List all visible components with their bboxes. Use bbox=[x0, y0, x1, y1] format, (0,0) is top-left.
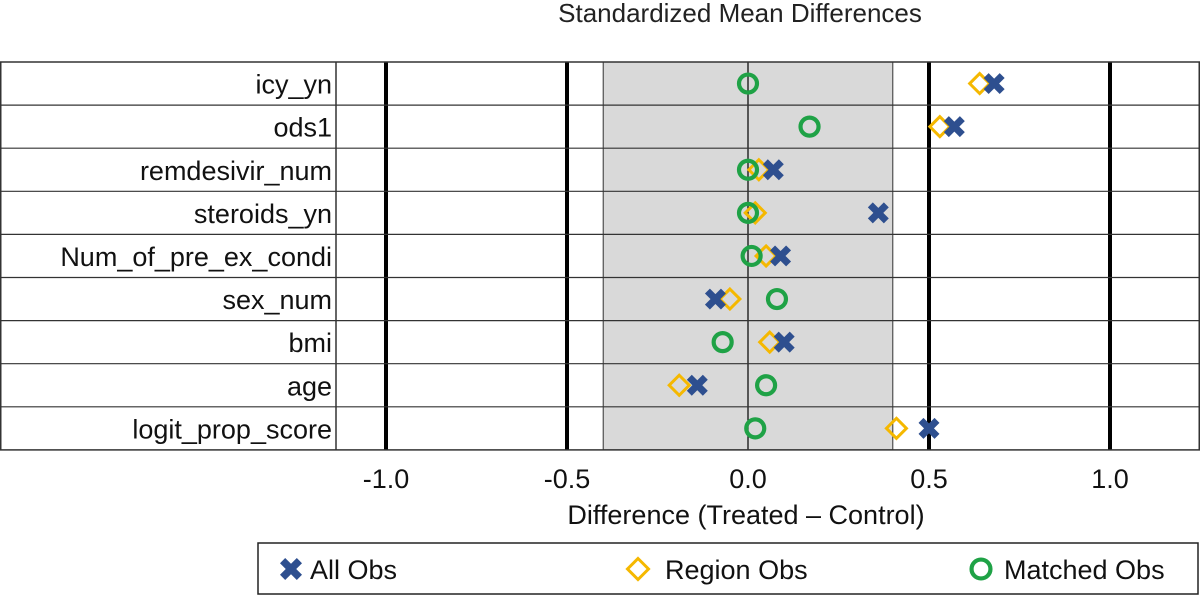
row-label-steroids_yn: steroids_yn bbox=[194, 199, 332, 229]
x-tick-label: 0.5 bbox=[910, 464, 948, 494]
point-region-obs-logit_prop_score bbox=[884, 416, 909, 441]
marker-stroke bbox=[773, 331, 795, 353]
point-matched-obs-steroids_yn bbox=[736, 201, 760, 224]
point-all-obs-steroids_yn bbox=[867, 202, 889, 224]
point-all-obs-icy_yn bbox=[983, 73, 1005, 95]
table-frame bbox=[0, 61, 1200, 451]
point-all-obs-Num_of_pre_ex_condi bbox=[770, 245, 792, 267]
marker-stroke bbox=[762, 159, 784, 181]
chart-title: Standardized Mean Differences bbox=[558, 0, 922, 28]
point-all-obs-logit_prop_score bbox=[918, 417, 940, 439]
legend-label-matched-obs: Matched Obs bbox=[1004, 555, 1165, 585]
row-label-Num_of_pre_ex_condi: Num_of_pre_ex_condi bbox=[60, 242, 332, 272]
marker-stroke bbox=[983, 73, 1005, 95]
point-all-obs-age bbox=[686, 374, 708, 396]
point-matched-obs-Num_of_pre_ex_condi bbox=[740, 244, 763, 268]
point-matched-obs-age bbox=[754, 374, 778, 397]
row-label-ods1: ods1 bbox=[273, 113, 332, 143]
point-all-obs-ods1 bbox=[943, 116, 965, 138]
marker-stroke bbox=[704, 288, 726, 310]
marker-stroke bbox=[686, 374, 708, 396]
x-tick-label: -0.5 bbox=[544, 464, 591, 494]
row-label-remdesivir_num: remdesivir_num bbox=[140, 156, 332, 186]
point-matched-obs-logit_prop_score bbox=[744, 417, 767, 440]
x-axis-label: Difference (Treated – Control) bbox=[567, 500, 924, 530]
point-all-obs-sex_num bbox=[704, 288, 726, 310]
row-label-age: age bbox=[287, 371, 332, 401]
point-matched-obs-icy_yn bbox=[736, 72, 760, 95]
point-region-obs-steroids_yn bbox=[743, 200, 768, 225]
marker-stroke bbox=[280, 558, 302, 580]
marker-stroke bbox=[867, 202, 889, 224]
marker-stroke bbox=[770, 245, 792, 267]
x-tick-label: 0.0 bbox=[729, 464, 767, 494]
point-matched-obs-ods1 bbox=[798, 115, 821, 138]
point-all-obs-bmi bbox=[773, 331, 795, 353]
marker-stroke bbox=[918, 417, 940, 439]
point-matched-obs-remdesivir_num bbox=[736, 158, 760, 181]
row-label-bmi: bmi bbox=[288, 328, 332, 358]
marker-stroke bbox=[943, 116, 965, 138]
legend-box bbox=[257, 542, 1199, 595]
x-tick-label: -1.0 bbox=[363, 464, 410, 494]
legend-marker-matched-obs bbox=[969, 557, 993, 581]
row-label-logit_prop_score: logit_prop_score bbox=[132, 414, 332, 444]
row-label-sex_num: sex_num bbox=[222, 285, 332, 315]
point-region-obs-age bbox=[667, 373, 692, 398]
legend-marker-all-obs bbox=[280, 558, 302, 580]
point-all-obs-remdesivir_num bbox=[762, 159, 784, 181]
legend: All Obs Region Obs Matched Obs bbox=[257, 542, 1199, 595]
legend-marker-region-obs bbox=[625, 556, 651, 582]
legend-label-region-obs: Region Obs bbox=[665, 555, 808, 585]
point-matched-obs-sex_num bbox=[765, 287, 789, 311]
point-matched-obs-bmi bbox=[711, 331, 734, 354]
row-label-icy_yn: icy_yn bbox=[255, 70, 332, 100]
x-tick-label: 1.0 bbox=[1091, 464, 1129, 494]
legend-label-all-obs: All Obs bbox=[310, 555, 397, 585]
